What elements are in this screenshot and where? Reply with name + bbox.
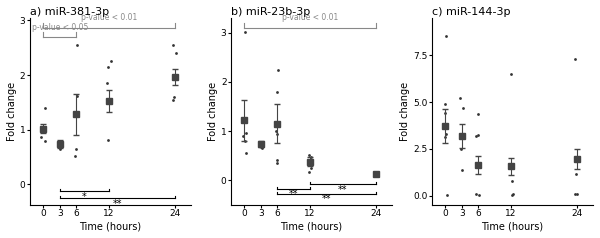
- Point: [455, 96, 465, 100]
- Point: [571, 172, 581, 176]
- Point: [241, 151, 251, 155]
- Point: [40, 127, 49, 130]
- Point: [38, 131, 48, 134]
- Point: [571, 192, 580, 196]
- Point: [473, 133, 482, 137]
- Point: [169, 98, 178, 102]
- Point: [307, 155, 316, 159]
- Point: [40, 139, 49, 143]
- Point: [457, 147, 466, 151]
- Point: [507, 179, 517, 183]
- Point: [371, 170, 381, 174]
- Point: [458, 169, 467, 172]
- Text: p-value < 0.05: p-value < 0.05: [32, 23, 88, 32]
- Point: [172, 51, 181, 55]
- Point: [41, 106, 50, 110]
- Point: [73, 43, 82, 47]
- Point: [170, 95, 179, 99]
- Point: [508, 192, 518, 196]
- X-axis label: Time (hours): Time (hours): [280, 221, 343, 231]
- Point: [474, 193, 484, 197]
- Text: **: **: [112, 198, 122, 208]
- Point: [271, 129, 281, 133]
- Point: [72, 94, 82, 98]
- Text: **: **: [289, 189, 298, 199]
- Point: [272, 161, 282, 165]
- Point: [370, 174, 380, 177]
- Point: [370, 171, 379, 175]
- Point: [441, 34, 451, 37]
- Point: [457, 133, 466, 137]
- Point: [458, 106, 467, 109]
- Point: [238, 134, 248, 138]
- Point: [572, 192, 582, 196]
- Point: [304, 170, 314, 174]
- Point: [440, 135, 450, 139]
- Point: [103, 65, 113, 69]
- Text: **: **: [338, 185, 347, 195]
- Point: [442, 193, 452, 197]
- Point: [242, 131, 251, 134]
- Point: [440, 111, 450, 115]
- Point: [307, 166, 316, 170]
- Text: p-value < 0.01: p-value < 0.01: [282, 13, 338, 22]
- Point: [104, 138, 113, 141]
- Point: [272, 132, 282, 135]
- Point: [240, 139, 250, 143]
- Y-axis label: Fold change: Fold change: [7, 82, 17, 141]
- Point: [273, 68, 283, 71]
- Point: [55, 145, 65, 149]
- Point: [37, 135, 46, 139]
- Point: [70, 154, 80, 158]
- Text: p-value < 0.01: p-value < 0.01: [81, 13, 137, 22]
- Point: [570, 57, 580, 61]
- Point: [440, 102, 449, 106]
- Point: [106, 60, 116, 63]
- Y-axis label: Fold change: Fold change: [400, 82, 410, 141]
- Point: [272, 158, 281, 162]
- Y-axis label: Fold change: Fold change: [208, 82, 218, 141]
- Text: a) miR-381-3p: a) miR-381-3p: [29, 7, 109, 17]
- Point: [442, 132, 451, 136]
- Point: [257, 147, 266, 150]
- Point: [471, 134, 481, 138]
- X-axis label: Time (hours): Time (hours): [79, 221, 142, 231]
- Point: [507, 193, 517, 197]
- Point: [472, 192, 481, 196]
- Point: [254, 142, 264, 145]
- Point: [305, 153, 314, 157]
- Text: **: **: [322, 194, 331, 204]
- Point: [168, 43, 178, 47]
- Point: [272, 90, 282, 94]
- Point: [53, 141, 62, 145]
- Point: [256, 145, 266, 149]
- X-axis label: Time (hours): Time (hours): [481, 221, 544, 231]
- Text: *: *: [82, 192, 87, 202]
- Text: c) miR-144-3p: c) miR-144-3p: [431, 7, 510, 17]
- Point: [473, 112, 483, 116]
- Point: [102, 81, 112, 85]
- Point: [506, 72, 516, 76]
- Point: [371, 172, 380, 176]
- Point: [240, 30, 250, 33]
- Text: b) miR-23b-3p: b) miR-23b-3p: [230, 7, 310, 17]
- Point: [55, 147, 65, 151]
- Point: [71, 147, 81, 151]
